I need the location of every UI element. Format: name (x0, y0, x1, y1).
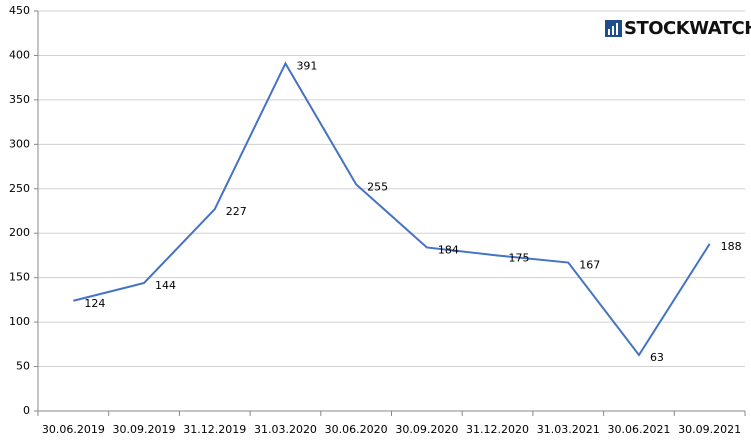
y-tick-label: 300 (9, 137, 30, 150)
data-label: 124 (84, 297, 105, 310)
logo-icon-bar (608, 29, 610, 35)
data-label: 167 (579, 259, 600, 272)
y-tick-label: 0 (23, 404, 30, 417)
logo: STOCKWATCH (605, 18, 751, 39)
y-tick-label: 100 (9, 315, 30, 328)
x-tick-label: 30.09.2019 (113, 423, 176, 436)
y-tick-label: 50 (16, 360, 30, 373)
line (73, 61, 711, 357)
data-label: 175 (509, 251, 530, 264)
data-label: 63 (650, 351, 664, 364)
x-tick-label: 30.06.2019 (42, 423, 105, 436)
x-tick-label: 31.03.2020 (254, 423, 317, 436)
y-tick-label: 400 (9, 48, 30, 61)
x-tick-label: 30.06.2021 (607, 423, 670, 436)
y-tick-label: 350 (9, 93, 30, 106)
x-tick-label: 31.12.2019 (183, 423, 246, 436)
x-tick-label: 30.06.2020 (325, 423, 388, 436)
y-tick-label: 150 (9, 271, 30, 284)
x-tick-label: 31.12.2020 (466, 423, 529, 436)
data-label: 144 (155, 279, 176, 292)
x-tick-label: 31.03.2021 (537, 423, 600, 436)
data-label: 391 (296, 59, 317, 72)
logo-icon-bar (616, 23, 618, 35)
logo-text: STOCKWATCH (624, 18, 751, 39)
logo-icon-bar (612, 26, 614, 35)
x-tick-label: 30.09.2021 (678, 423, 741, 436)
data-label: 184 (438, 243, 459, 256)
data-label: 255 (367, 180, 388, 193)
data-label: 227 (226, 205, 247, 218)
x-tick-label: 30.09.2020 (395, 423, 458, 436)
y-tick-label: 250 (9, 182, 30, 195)
y-tick-label: 200 (9, 226, 30, 239)
y-tick-label: 450 (9, 4, 30, 17)
data-label: 188 (721, 240, 742, 253)
